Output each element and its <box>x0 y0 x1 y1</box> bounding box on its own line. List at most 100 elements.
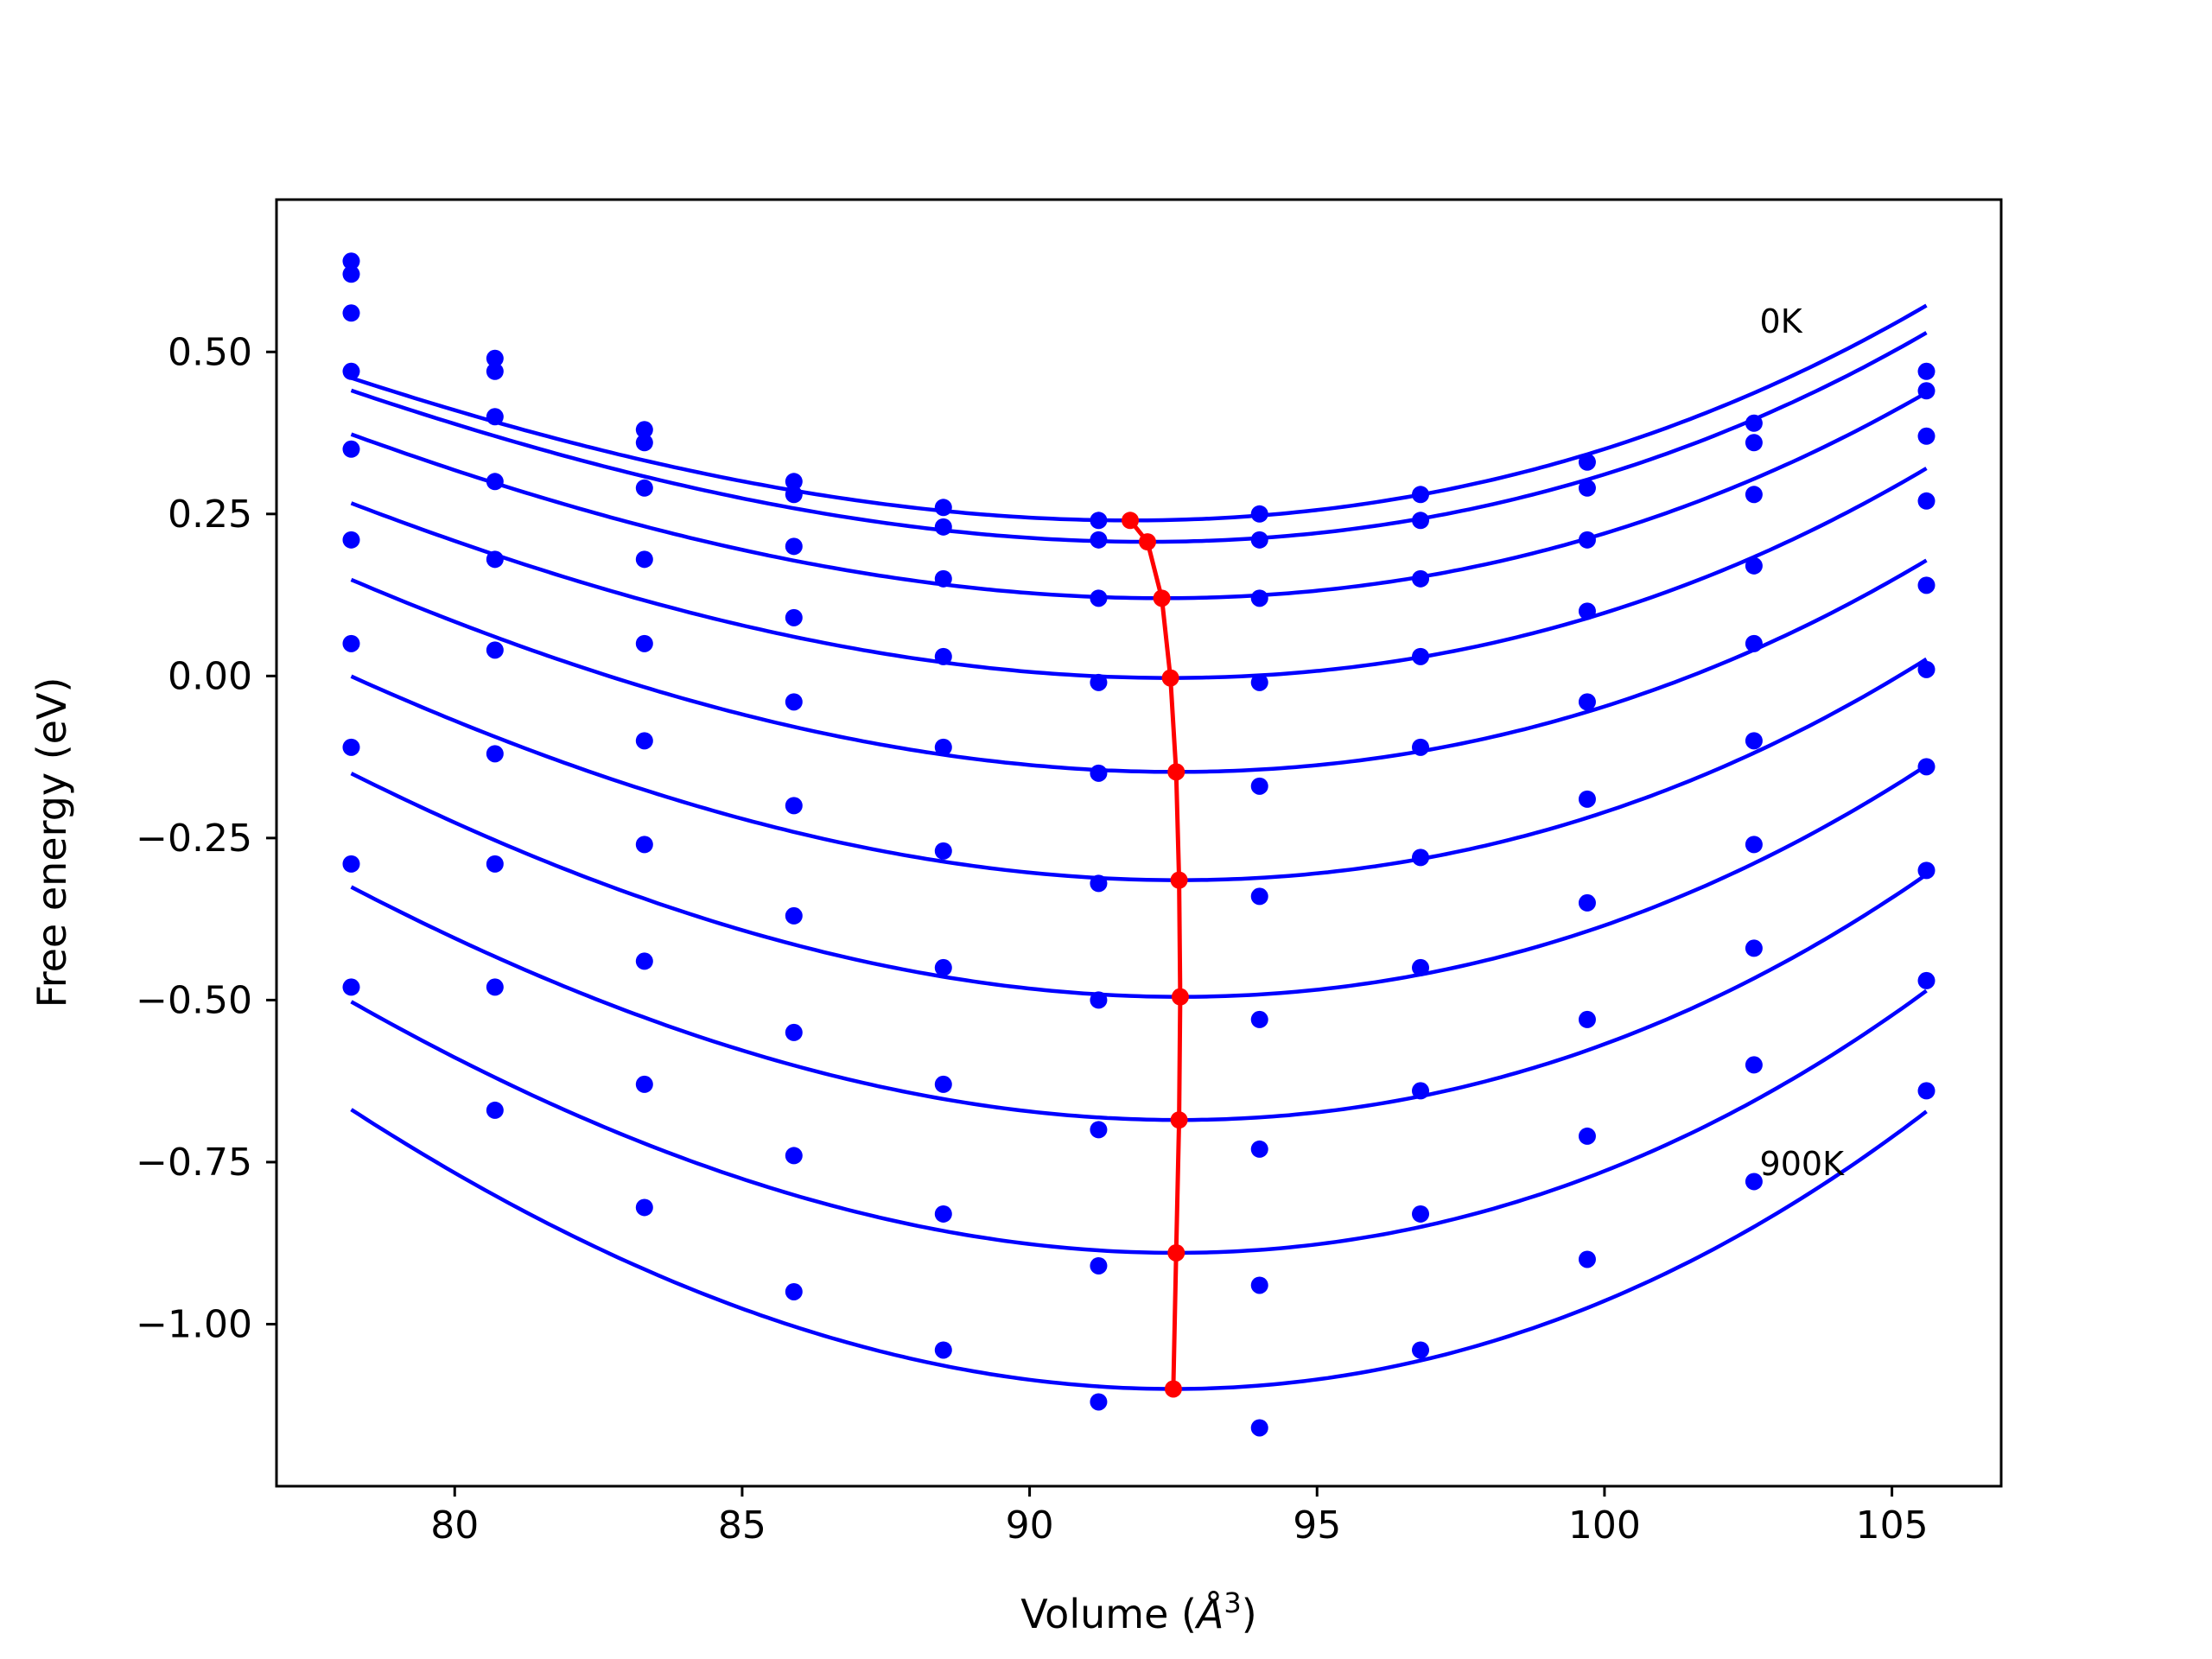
data-point <box>934 738 952 756</box>
y-tick-label: 0.00 <box>168 654 252 698</box>
data-point <box>342 531 360 549</box>
data-point <box>1917 362 1936 380</box>
unit-symbol: Å <box>1194 1591 1224 1637</box>
data-point <box>1412 1205 1430 1223</box>
data-point <box>1250 1276 1268 1294</box>
data-point <box>1090 589 1108 607</box>
data-point <box>635 732 653 750</box>
plot-area <box>342 252 1936 1437</box>
data-point <box>1412 512 1430 530</box>
y-tick-label: 0.25 <box>168 493 252 537</box>
data-point <box>1578 602 1596 620</box>
data-point <box>1250 1140 1268 1158</box>
data-point <box>1090 991 1108 1009</box>
data-point <box>1412 1082 1430 1100</box>
data-point <box>486 978 504 996</box>
data-point <box>1250 777 1268 795</box>
data-point <box>635 434 653 452</box>
data-point <box>785 1023 803 1041</box>
minimum-line <box>1128 518 1183 1389</box>
data-point <box>785 1147 803 1165</box>
data-point <box>635 421 653 439</box>
axes-frame <box>275 198 2003 1488</box>
data-point <box>1090 531 1108 549</box>
minimum-point <box>1171 988 1189 1006</box>
data-point <box>934 499 952 517</box>
data-point <box>1412 1341 1430 1359</box>
fit-curve-2 <box>350 391 1928 601</box>
data-point <box>342 304 360 322</box>
data-point <box>1578 479 1596 497</box>
minimum-point <box>1170 871 1188 889</box>
data-point <box>1745 486 1763 504</box>
data-point <box>1578 693 1596 711</box>
minimum-point <box>1164 1380 1182 1398</box>
minimum-point <box>1153 589 1171 607</box>
y-axis: 0.50 0.25 0.00 −0.25 −0.50 −0.75 −1.00 <box>136 330 276 1346</box>
data-point <box>486 1101 504 1119</box>
data-point <box>1412 647 1430 665</box>
data-point <box>1745 836 1763 854</box>
data-point <box>1578 790 1596 808</box>
y-axis-label: Free energy (eV) <box>29 677 75 1008</box>
data-point <box>1090 764 1108 782</box>
data-point <box>1412 486 1430 504</box>
data-point <box>934 958 952 976</box>
data-point <box>342 265 360 283</box>
data-point <box>1412 738 1430 756</box>
data-point <box>1578 453 1596 471</box>
y-tick-label: 0.50 <box>168 330 252 374</box>
data-point <box>1917 427 1936 445</box>
data-point <box>1250 673 1268 691</box>
data-point <box>785 693 803 711</box>
minimum-point <box>1138 533 1156 551</box>
data-point <box>1917 1082 1936 1100</box>
data-point <box>1250 505 1268 523</box>
minimum-point <box>1122 512 1140 530</box>
data-point <box>785 1282 803 1300</box>
data-point <box>486 473 504 491</box>
data-point <box>1250 1010 1268 1028</box>
data-point <box>342 362 360 380</box>
fit-curve-9 <box>350 1108 1928 1391</box>
data-point <box>486 745 504 763</box>
y-tick-label: −1.00 <box>136 1302 252 1346</box>
data-point <box>1745 1173 1763 1191</box>
fit-curve-6 <box>350 764 1928 999</box>
data-point <box>1090 1121 1108 1139</box>
data-point <box>486 641 504 659</box>
data-point <box>934 1075 952 1093</box>
fit-curve-5 <box>350 657 1928 882</box>
data-point <box>486 362 504 380</box>
data-point <box>785 537 803 556</box>
data-point <box>635 634 653 652</box>
data-point <box>486 408 504 426</box>
data-point <box>934 1341 952 1359</box>
data-point <box>1250 531 1268 549</box>
fit-curve-4 <box>350 558 1928 774</box>
data-point <box>635 550 653 569</box>
y-tick-label: −0.75 <box>136 1141 252 1185</box>
data-point <box>1578 531 1596 549</box>
data-point <box>1090 1393 1108 1411</box>
data-point <box>934 842 952 860</box>
data-point <box>1090 512 1108 530</box>
minimum-point <box>1167 763 1185 781</box>
fit-curve-3 <box>350 467 1928 680</box>
data-point <box>785 608 803 626</box>
unit-close: ) <box>1242 1591 1257 1637</box>
curve-annotation: 900K <box>1760 1145 1846 1183</box>
data-point <box>1578 1250 1596 1268</box>
minimum-point <box>1170 1111 1188 1129</box>
data-point <box>1578 1127 1596 1145</box>
unit-superscript: 3 <box>1224 1586 1241 1619</box>
data-point <box>486 349 504 367</box>
data-point <box>342 978 360 996</box>
data-point <box>785 486 803 504</box>
minimum-point <box>1161 669 1179 687</box>
data-point <box>342 738 360 756</box>
data-point <box>1745 732 1763 750</box>
x-tick-label: 95 <box>1293 1503 1341 1548</box>
y-tick-label: −0.25 <box>136 817 252 861</box>
